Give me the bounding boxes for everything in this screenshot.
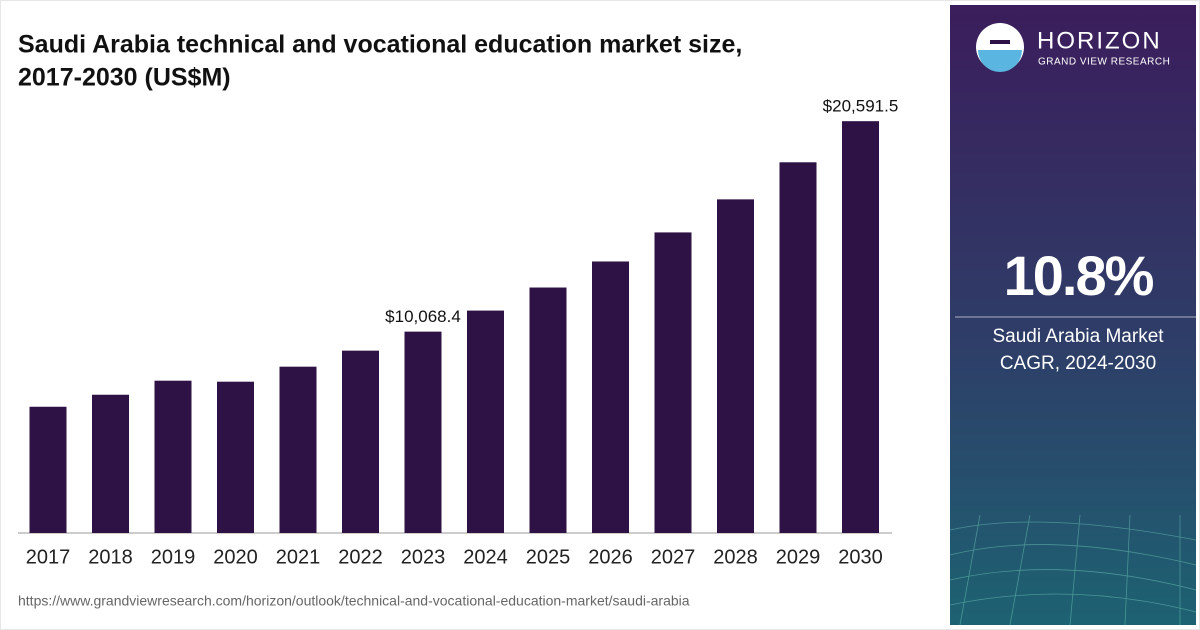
stat-line: CAGR, 2024-2030 xyxy=(1000,353,1156,374)
x-tick-label: 2019 xyxy=(151,546,196,568)
x-tick-label: 2030 xyxy=(838,546,883,568)
chart-title: Saudi Arabia technical and vocational ed… xyxy=(18,31,742,59)
source: https://www.grandviewresearch.com/horizo… xyxy=(18,593,690,609)
x-tick-label: 2026 xyxy=(588,546,633,568)
x-tick-label: 2029 xyxy=(776,546,821,568)
bar xyxy=(467,310,504,533)
bar xyxy=(29,406,67,533)
chart-subtitle: 2017-2030 (US$M) xyxy=(18,64,231,92)
bar xyxy=(779,162,817,533)
stat: 10.8% xyxy=(1004,244,1154,307)
side-panel xyxy=(950,5,1196,625)
bar xyxy=(529,287,567,533)
value-label: $20,591.5 xyxy=(823,97,899,116)
x-tick-label: 2027 xyxy=(651,546,696,568)
bar xyxy=(404,331,442,533)
x-tick-label: 2017 xyxy=(26,546,71,568)
x-tick-label: 2020 xyxy=(213,546,258,568)
logo-bar xyxy=(990,40,1010,44)
bar xyxy=(279,366,317,533)
bar xyxy=(592,261,629,533)
logo-wave xyxy=(978,50,1022,72)
x-tick-label: 2021 xyxy=(276,546,321,568)
x-tick-label: 2018 xyxy=(88,546,133,568)
x-tick-label: 2025 xyxy=(526,546,571,568)
bar xyxy=(92,394,129,533)
brand: HORIZON xyxy=(1037,27,1162,54)
bar xyxy=(842,121,879,534)
brand-sub: GRAND VIEW RESEARCH xyxy=(1038,57,1170,68)
x-tick-label: 2024 xyxy=(463,546,508,568)
value-label: $10,068.4 xyxy=(385,307,461,326)
x-tick-label: 2022 xyxy=(338,546,383,568)
x-tick-label: 2023 xyxy=(401,546,446,568)
bar xyxy=(342,350,379,533)
stat-line: Saudi Arabia Market xyxy=(992,326,1164,347)
bar xyxy=(154,380,192,533)
x-tick-label: 2028 xyxy=(713,546,758,568)
bar xyxy=(217,381,254,533)
bar xyxy=(654,232,692,534)
bar xyxy=(717,199,754,534)
panel-pattern xyxy=(949,514,1197,626)
